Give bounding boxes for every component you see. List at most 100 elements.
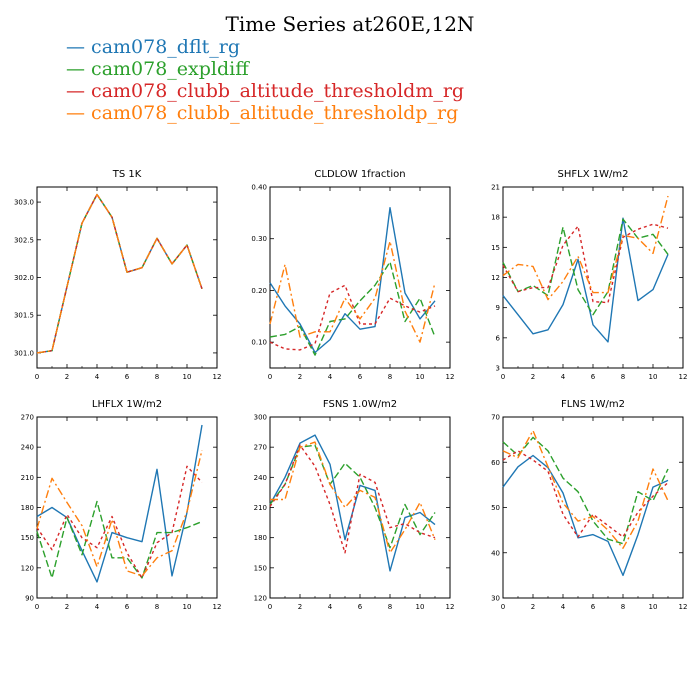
x-tick-label: 2 (298, 373, 302, 381)
series-line-2 (502, 223, 669, 304)
x-tick-label: 4 (328, 373, 333, 381)
series-line-3 (502, 195, 669, 301)
legend-item-thresholdm: — cam078_clubb_altitude_thresholdm_rg (66, 80, 464, 102)
x-tick-label: 4 (95, 603, 100, 611)
x-tick-label: 8 (388, 603, 392, 611)
legend-label: cam078_dflt_rg (91, 36, 241, 58)
series-line-3 (36, 193, 203, 354)
x-tick-label: 12 (446, 373, 455, 381)
x-tick-label: 6 (358, 373, 363, 381)
y-tick-label: 9 (496, 304, 500, 312)
series-line-2 (502, 450, 669, 538)
y-tick-label: 302.5 (14, 236, 34, 244)
x-tick-label: 10 (649, 373, 658, 381)
x-tick-label: 2 (298, 603, 302, 611)
series-line-1 (269, 444, 436, 549)
y-tick-label: 0.10 (251, 339, 267, 347)
series-line-1 (502, 218, 669, 316)
y-tick-label: 50 (491, 504, 500, 512)
chart-title: LHFLX 1W/m2 (92, 399, 162, 410)
series-line-2 (269, 284, 436, 351)
series-line-0 (269, 206, 436, 354)
x-tick-label: 2 (531, 373, 535, 381)
y-tick-label: 301.5 (14, 312, 34, 320)
x-tick-label: 6 (591, 603, 596, 611)
y-tick-label: 0.30 (251, 235, 267, 243)
x-tick-label: 12 (446, 603, 455, 611)
legend-item-dflt: — cam078_dflt_rg (66, 36, 464, 58)
x-tick-label: 8 (621, 373, 625, 381)
chart-title: TS 1K (112, 169, 142, 180)
chart-panel-0: TS 1K 0 2 4 6 8 10 12 301.0 301.5 302.0 302.5 303.0 (14, 169, 222, 381)
y-tick-label: 90 (25, 595, 34, 603)
legend-label: cam078_clubb_altitude_thresholdm_rg (91, 80, 465, 102)
series-line-2 (36, 193, 203, 354)
series-line-2 (269, 444, 436, 554)
series-line-3 (502, 429, 669, 549)
series-line-3 (270, 441, 436, 554)
y-tick-label: 18 (491, 214, 500, 222)
y-tick-label: 70 (491, 414, 500, 422)
legend-swatch: — (66, 102, 92, 124)
y-tick-label: 15 (491, 244, 500, 252)
y-tick-label: 21 (491, 184, 500, 192)
chart-title: FSNS 1.0W/m2 (323, 399, 397, 410)
plot-frame (36, 186, 218, 369)
legend-label: cam078_expldiff (91, 58, 249, 80)
y-tick-label: 240 (21, 444, 34, 452)
series-line-0 (502, 454, 669, 577)
plot-frame (502, 186, 684, 369)
chart-title: SHFLX 1W/m2 (558, 169, 629, 180)
series-line-1 (502, 436, 669, 545)
legend-swatch: — (66, 36, 92, 58)
plot-frame (269, 186, 451, 369)
x-tick-label: 4 (561, 373, 566, 381)
y-tick-label: 12 (491, 274, 500, 282)
x-tick-label: 4 (561, 603, 566, 611)
figure-title: Time Series at260E,12N (225, 12, 475, 36)
x-tick-label: 0 (501, 373, 505, 381)
y-tick-label: 240 (254, 474, 267, 482)
chart-panel-1: CLDLOW 1fraction 0 2 4 6 8 10 12 0.10 0.20 0.30 0.4… (251, 169, 454, 381)
y-tick-label: 150 (254, 564, 267, 572)
x-tick-label: 0 (35, 373, 39, 381)
x-tick-label: 6 (358, 603, 363, 611)
y-tick-label: 120 (254, 595, 267, 603)
series-line-0 (36, 193, 203, 354)
x-tick-label: 0 (268, 373, 272, 381)
chart-title: CLDLOW 1fraction (314, 169, 405, 180)
x-tick-label: 12 (213, 373, 222, 381)
chart-panel-3: LHFLX 1W/m2 0 2 4 6 8 10 12 90 120 150 180 210 240 270 (21, 399, 222, 611)
y-tick-label: 270 (254, 444, 267, 452)
y-tick-label: 180 (254, 534, 267, 542)
series-line-0 (502, 217, 669, 343)
x-tick-label: 10 (416, 373, 425, 381)
y-tick-label: 40 (491, 549, 500, 557)
y-tick-label: 301.0 (14, 349, 34, 357)
chart-panel-4: FSNS 1.0W/m2 0 2 4 6 8 10 12 120 150 180 210 240 270 3… (254, 399, 455, 611)
x-tick-label: 8 (155, 603, 159, 611)
x-tick-label: 8 (388, 373, 392, 381)
y-tick-label: 6 (496, 334, 501, 342)
x-tick-label: 12 (679, 373, 688, 381)
series-line-3 (36, 450, 203, 577)
x-tick-label: 8 (155, 373, 159, 381)
y-tick-label: 300 (254, 414, 267, 422)
x-tick-label: 0 (501, 603, 505, 611)
y-tick-label: 60 (491, 459, 500, 467)
x-tick-label: 0 (35, 603, 39, 611)
x-tick-label: 4 (328, 603, 333, 611)
x-tick-label: 10 (183, 373, 192, 381)
plot-frame (269, 416, 451, 599)
plot-frame (502, 416, 684, 599)
series-line-3 (269, 240, 436, 343)
chart-panel-2: SHFLX 1W/m2 0 2 4 6 8 10 12 3 6 9 12 15 18 21 (491, 169, 687, 381)
y-tick-label: 270 (21, 414, 34, 422)
x-tick-label: 2 (65, 373, 69, 381)
x-tick-label: 6 (591, 373, 596, 381)
legend-swatch: — (66, 80, 92, 102)
y-tick-label: 0.40 (251, 184, 267, 192)
y-tick-label: 0.20 (251, 287, 267, 295)
y-tick-label: 302.0 (14, 274, 34, 282)
y-tick-label: 120 (21, 564, 34, 572)
